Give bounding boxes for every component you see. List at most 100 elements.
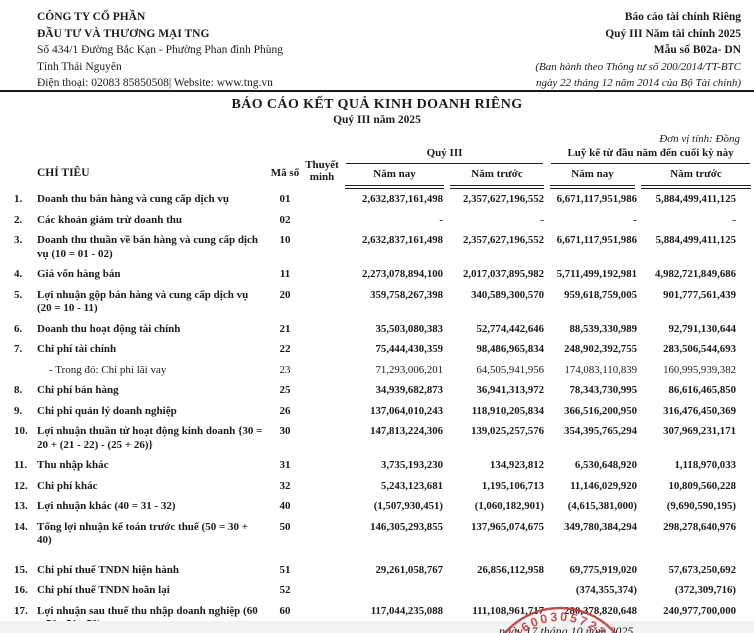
header-ma-so: Mã số [270,167,300,179]
row-label: Chi phí thuế TNDN hiện hành [37,563,179,576]
row-thuyet-minh [302,421,342,455]
row-ma-so: 25 [279,384,291,396]
table-row: 9. Chi phí quản lý doanh nghiệp 26 137,0… [0,401,754,422]
row-label: Doanh thu thuần về bán hàng và cung cấp … [37,234,258,260]
row-thuyet-minh [302,496,342,517]
table-body: 1. Doanh thu bán hàng và cung cấp dịch v… [0,189,754,633]
table-row: 4. Giá vốn hàng bán 11 2,273,078,894,100… [0,264,754,285]
value-ytd-current: 349,780,384,294 [564,520,638,533]
value-q3-prior: 2,357,627,196,552 [463,193,545,205]
page-bottom-edge [0,621,754,633]
table-row: 5. Lợi nhuận gộp bán hàng và cung cấp dị… [0,285,754,319]
value-ytd-prior: - [732,213,737,226]
report-type: Báo cáo tài chính Riêng [624,11,741,23]
row-thuyet-minh [302,401,342,422]
value-q3-current: - [439,213,444,226]
table-row: 3. Doanh thu thuần về bán hàng và cung c… [0,230,754,264]
row-thuyet-minh [302,285,342,319]
value-ytd-current: 5,711,499,192,981 [556,268,638,280]
row-ma-so: 22 [279,343,291,355]
value-ytd-prior: 5,884,499,411,125 [655,234,737,246]
table-row: 12. Chi phí khác 32 5,243,123,681 1,195,… [0,476,754,497]
value-ytd-prior: 10,809,560,228 [668,479,737,492]
row-number: 11. [14,459,28,471]
unit-note: Đơn vị tính: Đồng [659,133,740,145]
value-ytd-prior: 1,118,970,033 [674,459,737,471]
value-ytd-prior: 57,673,250,692 [668,563,737,576]
value-q3-prior: 52,774,442,646 [476,322,545,335]
row-number: 4. [14,268,23,280]
row-ma-so: 51 [279,563,291,576]
row-number: 16. [14,584,28,596]
row-thuyet-minh [302,380,342,401]
row-thuyet-minh [302,210,342,231]
page-title: BÁO CÁO KẾT QUẢ KINH DOANH RIÊNG [231,97,523,112]
value-ytd-current: 6,671,117,951,986 [556,234,638,246]
value-q3-prior: 134,923,812 [490,459,545,471]
value-q3-current: 2,632,837,161,498 [362,234,444,246]
value-q3-prior: (1,060,182,901) [474,500,545,512]
row-label: Thu nhập khác [37,459,109,471]
row-ma-so: 23 [279,363,291,376]
row-label: Các khoản giảm trừ doanh thu [37,213,183,226]
row-thuyet-minh [302,580,342,601]
row-ma-so: 60 [279,604,291,617]
row-number: 6. [14,322,23,335]
value-q3-current: 34,939,682,873 [375,384,444,396]
table-header: CHỈ TIÊU Mã số Thuyết minh Quý III Luỹ k… [0,147,754,189]
row-thuyet-minh [302,264,342,285]
row-number: 1. [14,193,23,205]
header-chi-tieu: CHỈ TIÊU [37,167,90,179]
company-name-line1: CÔNG TY CỔ PHẦN [37,11,146,23]
row-thuyet-minh [302,551,342,581]
row-label: Doanh thu bán hàng và cung cấp dịch vụ [37,193,229,205]
title-block: BÁO CÁO KẾT QUẢ KINH DOANH RIÊNG Quý III… [0,97,754,126]
row-label: Chi phí khác [37,479,98,492]
header-group-ytd: Luỹ kế từ đầu năm đến cuối kỳ này [547,147,754,164]
row-label: Doanh thu hoạt động tài chính [37,322,181,335]
value-ytd-current: 354,395,765,294 [564,425,638,437]
row-label: Giá vốn hàng bán [37,268,121,280]
value-ytd-current: (4,615,381,000) [567,500,638,512]
value-q3-prior: 64,505,941,956 [476,363,545,376]
table-row: 14. Tổng lợi nhuận kế toán trước thuế (5… [0,517,754,551]
value-q3-current: 137,064,010,243 [370,404,444,417]
value-ytd-current: 78,343,730,995 [569,384,638,396]
row-number: 14. [14,520,28,533]
value-ytd-current: 366,516,200,950 [564,404,638,417]
value-ytd-prior: 283,506,544,693 [663,343,737,355]
table-row: 6. Doanh thu hoạt động tài chính 21 35,5… [0,319,754,340]
value-q3-current: 147,813,224,306 [370,425,444,437]
row-ma-so: 10 [279,234,291,246]
value-ytd-prior: 86,616,465,850 [668,384,737,396]
value-q3-prior: 98,486,965,834 [476,343,545,355]
row-label: Lợi nhuận thuần từ hoạt động kinh doanh … [37,425,263,451]
value-ytd-prior: (9,690,590,195) [666,500,737,512]
row-number: 10. [14,425,28,437]
value-q3-prior: 139,025,257,576 [471,425,545,437]
row-number: 15. [14,563,28,576]
row-ma-so: 30 [279,425,291,437]
value-ytd-current: 6,530,648,920 [574,459,638,471]
row-ma-so: 31 [279,459,291,471]
row-label: Chi phí thuế TNDN hoãn lại [37,584,170,596]
value-q3-prior: 1,195,106,713 [481,479,545,492]
row-number: 3. [14,234,23,246]
table-row: 13. Lợi nhuận khác (40 = 31 - 32) 40 (1,… [0,496,754,517]
value-ytd-prior: 901,777,561,439 [663,288,737,301]
value-ytd-current: 959,618,759,005 [564,288,638,301]
value-ytd-current: 248,902,392,755 [564,343,638,355]
value-ytd-prior: (372,309,716) [674,584,737,596]
row-label: Lợi nhuận khác (40 = 31 - 32) [37,500,176,512]
value-ytd-prior: 298,278,640,976 [663,520,737,533]
value-q3-current: 29,261,058,767 [375,563,444,576]
row-number: 17. [14,604,28,617]
value-ytd-current: 174,083,110,839 [564,363,638,376]
row-ma-so: 02 [279,213,291,226]
circular-reference-line2: ngày 22 tháng 12 năm 2014 của Bộ Tài chí… [535,77,741,89]
row-ma-so: 26 [279,404,291,417]
row-thuyet-minh [302,189,342,210]
value-q3-current [342,580,447,601]
row-thuyet-minh [302,339,342,360]
